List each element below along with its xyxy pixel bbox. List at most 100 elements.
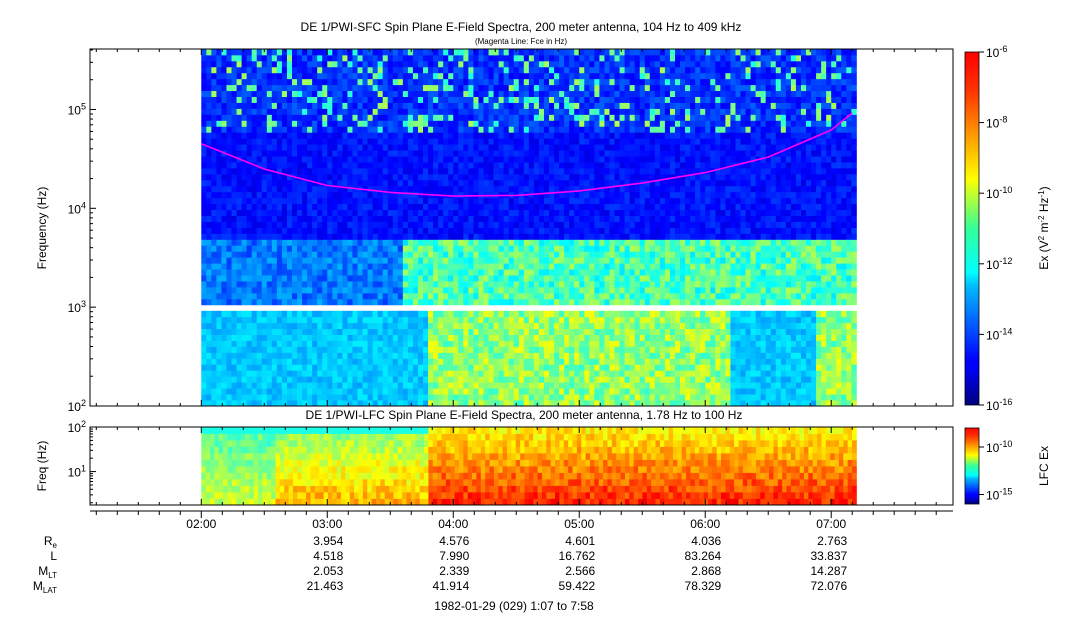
top-spectrogram-cell <box>392 298 399 306</box>
top-spectrogram-cell <box>574 144 580 151</box>
top-spectrogram-cell <box>543 54 550 62</box>
top-spectrogram-cell <box>528 245 535 252</box>
top-spectrogram-cell <box>433 400 439 406</box>
top-spectrogram-cell <box>523 376 530 383</box>
top-spectrogram-cell <box>302 245 308 252</box>
top-spectrogram-cell <box>498 185 505 193</box>
top-spectrogram-cell <box>256 340 263 347</box>
top-spectrogram-cell <box>412 257 419 264</box>
top-spectrogram-cell <box>488 102 494 109</box>
top-spectrogram-cell <box>382 239 389 246</box>
top-spectrogram-cell <box>508 144 515 151</box>
top-spectrogram-cell <box>443 126 449 133</box>
top-spectrogram-cell <box>508 310 515 318</box>
top-spectrogram-cell <box>372 66 379 74</box>
top-spectrogram-cell <box>438 275 444 282</box>
top-spectrogram-cell <box>297 382 303 389</box>
top-spectrogram-cell <box>498 227 505 234</box>
top-spectrogram-cell <box>609 102 615 109</box>
top-spectrogram-cell <box>488 138 494 145</box>
top-spectrogram-cell <box>458 191 464 199</box>
top-spectrogram-cell <box>488 90 494 97</box>
top-spectrogram-cell <box>342 78 348 86</box>
top-spectrogram-cell <box>352 162 358 169</box>
top-spectrogram-cell <box>312 185 318 193</box>
top-spectrogram-cell <box>241 150 248 157</box>
top-spectrogram-cell <box>407 263 414 270</box>
top-spectrogram-cell <box>589 132 595 139</box>
top-spectrogram-cell <box>518 138 525 145</box>
top-spectrogram-cell <box>594 364 600 371</box>
top-spectrogram-cell <box>226 287 232 294</box>
top-spectrogram-cell <box>428 292 434 300</box>
top-spectrogram-cell <box>523 203 530 211</box>
top-spectrogram-cell <box>433 287 439 294</box>
top-spectrogram-cell <box>533 54 540 62</box>
top-spectrogram-cell <box>286 227 293 234</box>
top-spectrogram-cell <box>528 221 535 228</box>
top-spectrogram-cell <box>286 126 293 133</box>
top-spectrogram-cell <box>554 370 560 377</box>
top-spectrogram-cell <box>347 364 353 371</box>
top-spectrogram-cell <box>589 84 595 92</box>
top-spectrogram-cell <box>236 138 242 145</box>
top-spectrogram-cell <box>297 150 303 157</box>
top-spectrogram-cell <box>382 102 389 109</box>
top-spectrogram-cell <box>599 245 605 252</box>
top-spectrogram-cell <box>387 168 394 175</box>
top-spectrogram-cell <box>604 346 610 353</box>
top-spectrogram-cell <box>297 108 303 115</box>
top-spectrogram-cell <box>286 179 293 187</box>
top-spectrogram-cell <box>216 394 222 401</box>
top-spectrogram-cell <box>281 400 288 406</box>
top-spectrogram-cell <box>241 49 248 56</box>
top-spectrogram-cell <box>352 102 358 109</box>
top-spectrogram-cell <box>417 114 424 121</box>
top-spectrogram-cell <box>201 364 207 371</box>
top-spectrogram-cell <box>261 394 268 401</box>
top-spectrogram-cell <box>342 394 348 401</box>
top-spectrogram-cell <box>528 316 535 324</box>
top-spectrogram-cell <box>574 78 580 86</box>
top-spectrogram-cell <box>412 221 419 228</box>
top-spectrogram-cell <box>609 191 615 199</box>
top-spectrogram-cell <box>352 221 358 228</box>
top-spectrogram-cell <box>221 84 227 92</box>
top-spectrogram-cell <box>604 382 610 389</box>
top-spectrogram-cell <box>483 346 489 353</box>
top-spectrogram-cell <box>523 102 530 109</box>
top-spectrogram-cell <box>397 215 404 222</box>
top-spectrogram-cell <box>347 257 353 264</box>
top-spectrogram-cell <box>261 352 268 359</box>
top-spectrogram-cell <box>216 400 222 406</box>
top-spectrogram-cell <box>503 382 510 389</box>
top-spectrogram-cell <box>251 108 258 115</box>
top-spectrogram-cell <box>498 144 505 151</box>
top-spectrogram-cell <box>256 209 263 216</box>
top-spectrogram-cell <box>513 394 520 401</box>
top-spectrogram-cell <box>317 49 323 56</box>
top-spectrogram-cell <box>392 400 399 406</box>
top-spectrogram-cell <box>402 239 409 246</box>
top-spectrogram-cell <box>276 150 283 157</box>
top-spectrogram-cell <box>216 251 222 258</box>
top-spectrogram-cell <box>226 179 232 187</box>
top-spectrogram-cell <box>443 281 449 288</box>
top-spectrogram-cell <box>246 388 253 395</box>
top-spectrogram-cell <box>453 245 459 252</box>
top-spectrogram-cell <box>508 269 515 276</box>
top-spectrogram-cell <box>468 162 474 169</box>
top-spectrogram-cell <box>428 78 434 86</box>
top-spectrogram-cell <box>483 102 489 109</box>
top-spectrogram-cell <box>342 358 348 365</box>
top-spectrogram-cell <box>342 322 348 330</box>
top-spectrogram-cell <box>599 364 605 371</box>
top-spectrogram-cell <box>579 138 585 145</box>
top-spectrogram-cell <box>473 102 479 109</box>
top-spectrogram-cell <box>377 185 384 193</box>
top-spectrogram-cell <box>428 310 434 318</box>
top-spectrogram-cell <box>347 394 353 401</box>
top-spectrogram-cell <box>508 156 515 163</box>
top-spectrogram-cell <box>438 227 444 234</box>
top-spectrogram-cell <box>604 173 610 181</box>
